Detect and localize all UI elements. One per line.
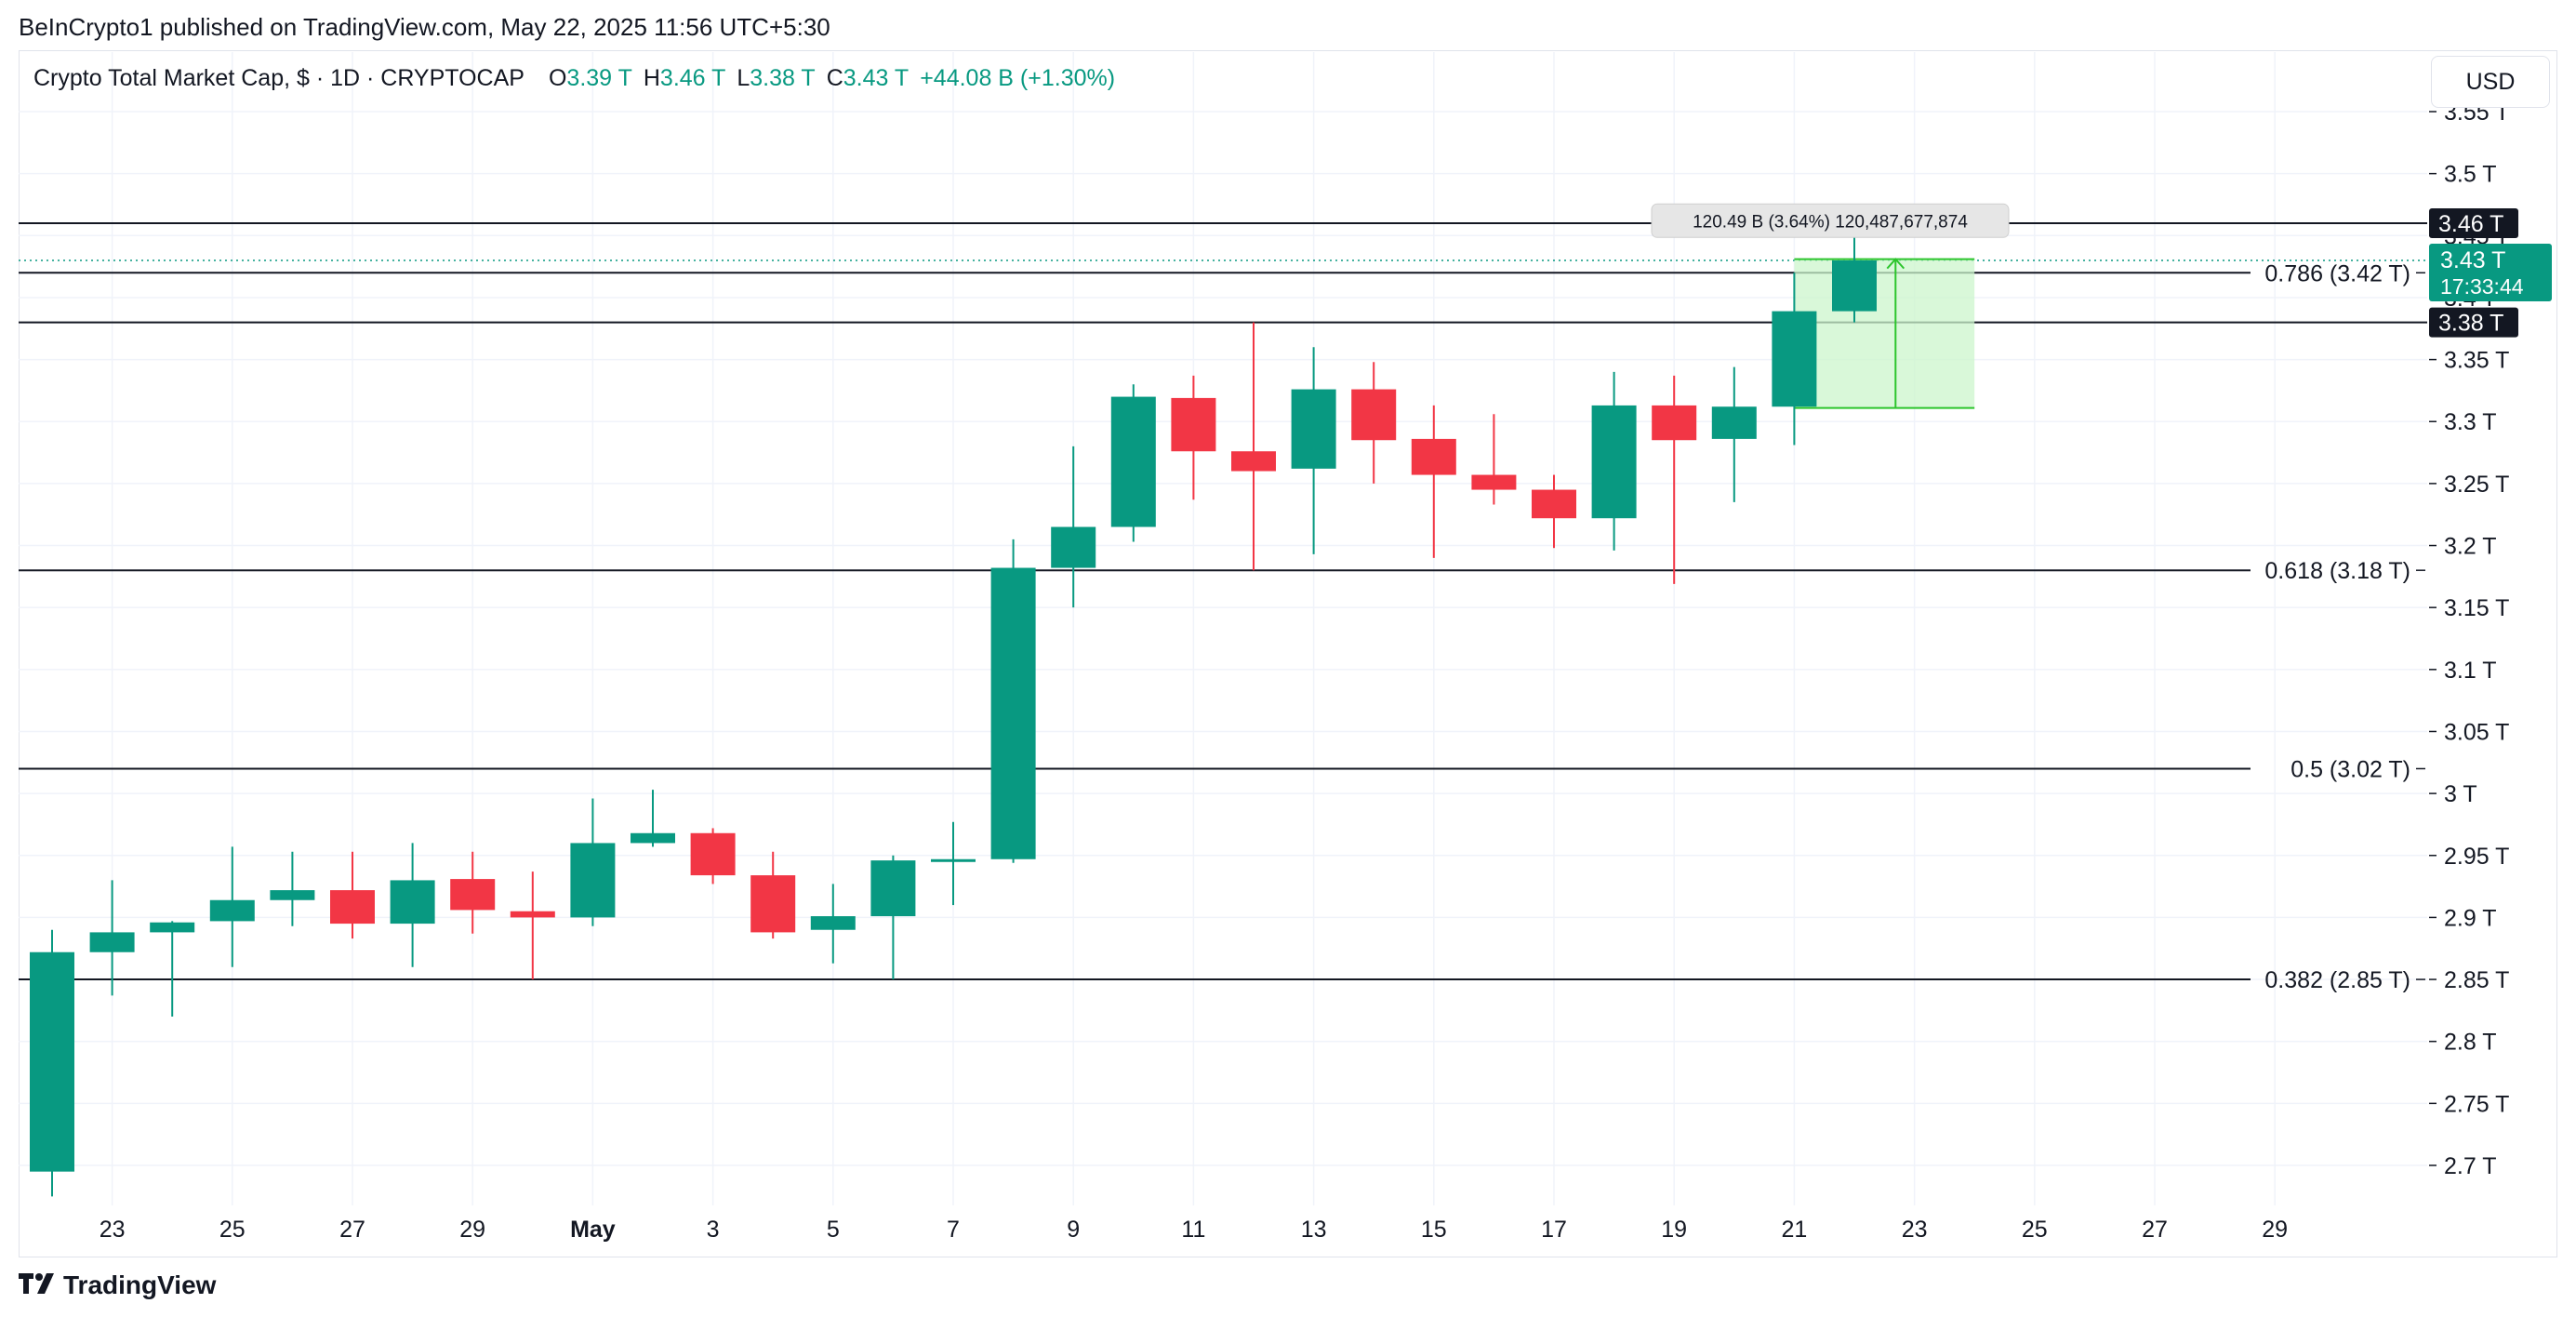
tradingview-logo-text: TradingView <box>63 1270 217 1299</box>
x-tick-label: 19 <box>1661 1217 1687 1243</box>
price-line-badge <box>2429 307 2518 338</box>
bar-countdown-label: 17:33:44 <box>2440 274 2524 299</box>
candle-body <box>1471 474 1517 490</box>
low-value: 3.38 T <box>750 65 816 91</box>
low-label: L <box>737 65 750 91</box>
candle-body <box>1051 526 1096 568</box>
candle-body <box>690 832 736 876</box>
x-tick-label: 13 <box>1301 1217 1327 1243</box>
x-tick-label: 3 <box>707 1217 720 1243</box>
candle-body <box>1291 389 1336 469</box>
y-tick-label: 3 T <box>2444 781 2477 807</box>
range-tool-label: 120.49 B (3.64%) 120,487,677,874 <box>1693 212 1968 232</box>
fib-level-label: 0.618 (3.18 T) <box>2264 558 2410 584</box>
candle-body <box>990 567 1036 859</box>
candle-body <box>510 911 555 918</box>
price-line-badge <box>2429 207 2518 238</box>
candle-body <box>150 922 195 933</box>
candle-body <box>570 843 616 918</box>
currency-button[interactable]: USD <box>2431 56 2550 108</box>
x-tick-label: 21 <box>1781 1217 1807 1243</box>
y-tick-label: 2.7 T <box>2444 1153 2497 1179</box>
range-tool-label-box <box>1651 203 2010 238</box>
close-label: C <box>826 65 843 91</box>
x-tick-label: 25 <box>2022 1217 2048 1243</box>
fib-level-label: 0.786 (3.42 T) <box>2264 260 2410 286</box>
fib-level-label: 0.382 (2.85 T) <box>2264 967 2410 993</box>
chart-frame <box>19 50 2557 1257</box>
y-tick-label: 3.15 T <box>2444 595 2509 621</box>
price-line-badge-label: 3.46 T <box>2438 211 2503 237</box>
x-tick-label: 15 <box>1421 1217 1447 1243</box>
open-label: O <box>548 65 567 91</box>
x-tick-label: May <box>570 1217 616 1243</box>
candle-body <box>270 890 315 900</box>
x-tick-label: 27 <box>339 1217 365 1243</box>
candle-body <box>1711 406 1757 439</box>
change-value: +44.08 B (+1.30%) <box>920 65 1116 91</box>
close-value: 3.43 T <box>843 65 910 91</box>
candle-body <box>390 880 435 925</box>
candle-body <box>1832 259 1877 312</box>
y-tick-label: 2.95 T <box>2444 844 2509 870</box>
x-tick-label: 23 <box>100 1217 126 1243</box>
y-tick-label: 3.3 T <box>2444 409 2497 435</box>
symbol-legend: Crypto Total Market Cap, $ · 1D · CRYPTO… <box>33 65 1115 92</box>
x-tick-label: 29 <box>2262 1217 2288 1243</box>
tradingview-logo-icon <box>19 1270 56 1300</box>
candle-body <box>750 875 796 933</box>
high-value: 3.46 T <box>659 65 726 91</box>
candle-body <box>1110 396 1156 527</box>
high-label: H <box>643 65 660 91</box>
candle-body <box>631 832 675 844</box>
symbol-name[interactable]: Crypto Total Market Cap, $ · 1D · CRYPTO… <box>33 65 524 91</box>
tradingview-logo[interactable]: TradingView <box>19 1270 216 1300</box>
candle-body <box>1652 405 1697 441</box>
x-tick-label: 25 <box>219 1217 246 1243</box>
y-tick-label: 3.35 T <box>2444 348 2509 374</box>
y-tick-label: 3.25 T <box>2444 472 2509 498</box>
x-tick-label: 29 <box>459 1217 485 1243</box>
publisher-caption: BeInCrypto1 published on TradingView.com… <box>19 13 830 41</box>
candle-body <box>870 860 916 917</box>
price-line-badge-label: 3.38 T <box>2438 311 2503 337</box>
candle-body <box>1532 489 1576 519</box>
candle-body <box>1411 438 1456 475</box>
candle-body <box>1772 311 1817 407</box>
y-tick-label: 2.9 T <box>2444 905 2497 931</box>
y-tick-label: 3.05 T <box>2444 719 2509 745</box>
y-tick-label: 2.75 T <box>2444 1091 2509 1117</box>
candle-body <box>330 890 375 925</box>
candle-body <box>450 879 496 911</box>
last-price-label: 3.43 T <box>2440 247 2505 273</box>
range-tool-arrow-head <box>1886 258 1905 270</box>
open-value: 3.39 T <box>566 65 632 91</box>
y-tick-label: 3.5 T <box>2444 162 2497 188</box>
x-tick-label: 11 <box>1181 1217 1205 1243</box>
candle-body <box>1351 389 1397 441</box>
candle-body <box>810 916 856 930</box>
candle-body <box>89 932 135 952</box>
candle-body <box>209 899 255 922</box>
last-price-badge <box>2429 243 2552 301</box>
y-tick-label: 2.85 T <box>2444 967 2509 993</box>
fib-level-label: 0.5 (3.02 T) <box>2291 756 2410 782</box>
y-tick-label: 3.2 T <box>2444 534 2497 560</box>
candle-body <box>1231 451 1276 472</box>
x-tick-label: 27 <box>2142 1217 2168 1243</box>
x-tick-label: 5 <box>827 1217 840 1243</box>
x-tick-label: 7 <box>947 1217 960 1243</box>
candle-body <box>1591 405 1637 519</box>
x-tick-label: 9 <box>1067 1217 1080 1243</box>
y-tick-label: 2.8 T <box>2444 1030 2497 1056</box>
candle-body <box>30 951 74 1172</box>
y-tick-label: 3.1 T <box>2444 658 2497 684</box>
range-tool-area <box>1794 259 1975 408</box>
candle-body <box>931 858 976 862</box>
candle-body <box>1171 397 1216 452</box>
x-tick-label: 23 <box>1902 1217 1928 1243</box>
x-tick-label: 17 <box>1541 1217 1567 1243</box>
